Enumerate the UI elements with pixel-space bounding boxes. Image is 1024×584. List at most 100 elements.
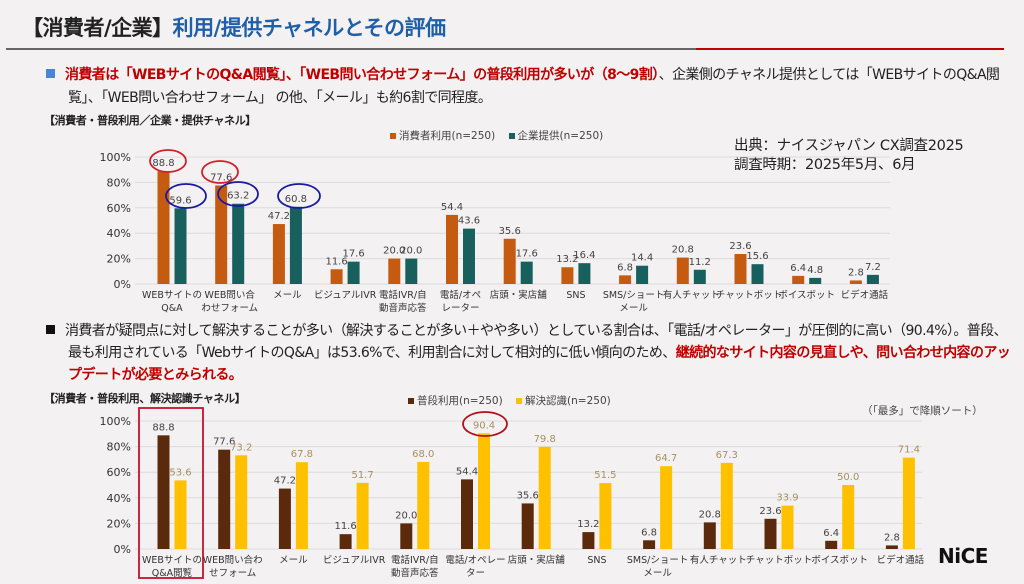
bar-series-2 bbox=[693, 269, 706, 284]
bar-series-2 bbox=[478, 433, 490, 549]
bar-series-1 bbox=[619, 275, 632, 284]
highlight-circle bbox=[277, 183, 321, 209]
data-label: 67.8 bbox=[291, 449, 313, 460]
data-label: 20.0 bbox=[395, 510, 417, 521]
data-label: 54.4 bbox=[441, 202, 463, 213]
data-label: 20.0 bbox=[383, 246, 405, 257]
source-line: 出典：ナイスジャパン CX調査2025 bbox=[734, 138, 964, 154]
y-tick-label: 0% bbox=[114, 543, 131, 556]
x-tick-label: ビジュアルIVR bbox=[323, 555, 386, 566]
chart-2-subtitle: 【消費者・普段利用、解決認識チャネル】 bbox=[44, 392, 246, 405]
y-tick-label: 80% bbox=[107, 176, 131, 189]
x-tick-label: メール bbox=[643, 568, 672, 579]
data-label: 6.8 bbox=[617, 262, 633, 273]
data-label: 23.6 bbox=[759, 506, 781, 517]
bar-series-1 bbox=[278, 488, 291, 549]
legend-swatch-gold bbox=[516, 398, 523, 404]
highlight-circle bbox=[201, 160, 239, 184]
data-label: 20.0 bbox=[400, 246, 422, 257]
bar-series-1 bbox=[561, 267, 574, 284]
chart-2-legend: 普段利用(n=250) 解決認識(n=250) bbox=[408, 393, 611, 408]
legend-swatch-teal bbox=[508, 133, 515, 139]
data-label: 35.6 bbox=[499, 226, 521, 237]
x-tick-label: せフォーム bbox=[209, 568, 256, 579]
legend-swatch-orange bbox=[390, 133, 396, 139]
data-label: 59.6 bbox=[169, 195, 191, 206]
bar-series-1 bbox=[825, 540, 838, 549]
data-label: 23.6 bbox=[729, 241, 751, 252]
page-title: 【消費者/企業】利用/提供チャネルとその評価 bbox=[22, 12, 446, 42]
bar-series-1 bbox=[272, 224, 285, 284]
bar-series-2 bbox=[232, 203, 245, 284]
x-tick-label: WEBサイトの bbox=[142, 555, 202, 566]
bar-series-1 bbox=[643, 540, 656, 549]
data-label: 73.2 bbox=[230, 442, 252, 453]
bar-series-1 bbox=[400, 523, 413, 549]
data-label: 6.8 bbox=[641, 527, 657, 538]
data-label: 53.6 bbox=[169, 467, 191, 478]
data-label: 63.2 bbox=[227, 191, 249, 202]
data-label: 54.4 bbox=[456, 466, 478, 477]
bar-series-2 bbox=[599, 483, 612, 549]
bar-series-2 bbox=[538, 446, 551, 549]
data-label: 88.8 bbox=[152, 422, 174, 433]
x-tick-label: WEB問い合 bbox=[204, 289, 255, 301]
bar-series-2 bbox=[809, 277, 822, 284]
data-label: 4.8 bbox=[807, 265, 823, 276]
x-tick-label: メール bbox=[273, 290, 302, 301]
highlight-circle bbox=[165, 183, 207, 209]
x-tick-label: メール bbox=[619, 303, 648, 314]
data-label: 51.5 bbox=[594, 470, 616, 481]
data-label: 17.6 bbox=[342, 249, 364, 260]
data-label: 17.6 bbox=[516, 249, 538, 260]
legend-label: 消費者利用(n=250) bbox=[399, 130, 496, 142]
y-tick-label: 100% bbox=[100, 151, 131, 164]
chart-2: 0% 20% 40% 60% 80% 100% WEBサイトのQ&A閲覧 88.8 53.6 WE… bbox=[100, 407, 925, 579]
y-tick-label: 20% bbox=[107, 253, 131, 266]
x-tick-label: ボイスボット bbox=[811, 555, 868, 566]
data-label: 67.3 bbox=[716, 450, 738, 461]
bar-series-1 bbox=[215, 185, 228, 284]
data-label: 13.2 bbox=[577, 519, 599, 530]
x-tick-label: ボイスボット bbox=[778, 290, 835, 301]
data-label: 79.8 bbox=[534, 434, 556, 445]
data-label: 68.0 bbox=[412, 449, 434, 460]
x-tick-label: WEBサイトの bbox=[142, 290, 202, 301]
x-tick-label: 動音声応答 bbox=[379, 302, 427, 314]
bar-series-1 bbox=[849, 280, 862, 284]
bar-series-1 bbox=[218, 449, 231, 549]
bullet-2: 消費者が疑問点に対して解決することが多い（解決することが多い＋やや多い）としてい… bbox=[46, 320, 1018, 386]
x-tick-label: Q&A閲覧 bbox=[152, 567, 193, 579]
highlight-circle bbox=[149, 149, 187, 173]
bar-series-1 bbox=[792, 275, 805, 284]
data-label: 88.8 bbox=[152, 158, 174, 169]
bar-series-2 bbox=[405, 258, 418, 284]
x-tick-label: チャットボット bbox=[746, 555, 812, 566]
data-label: 6.4 bbox=[823, 528, 839, 539]
bar-series-1 bbox=[461, 479, 473, 549]
bar-series-2 bbox=[295, 462, 308, 549]
data-label: 90.4 bbox=[473, 420, 495, 431]
bar-series-1 bbox=[764, 518, 777, 549]
highlight-box bbox=[138, 407, 204, 579]
x-tick-label: Q&A bbox=[161, 303, 183, 314]
x-tick-label: 電話IVR/自 bbox=[379, 289, 427, 301]
x-tick-label: SNS bbox=[566, 290, 585, 301]
bar-series-2 bbox=[289, 206, 302, 284]
bar-series-1 bbox=[503, 238, 516, 284]
data-label: 51.7 bbox=[351, 470, 373, 481]
x-tick-label: メール bbox=[279, 555, 308, 566]
x-tick-label: SMS/ショート bbox=[627, 555, 688, 566]
bar-series-2 bbox=[866, 274, 879, 284]
x-tick-label: SNS bbox=[587, 555, 606, 566]
x-tick-label: 有人チャット bbox=[690, 554, 747, 566]
x-tick-label: レーター bbox=[441, 303, 479, 314]
bar-series-1 bbox=[330, 269, 343, 284]
title-underline-accent bbox=[696, 48, 1004, 50]
x-tick-label: 電話IVR/自 bbox=[391, 554, 439, 566]
x-tick-label: わせフォーム bbox=[201, 303, 258, 314]
bar-series-2 bbox=[174, 208, 187, 284]
bar-series-2 bbox=[235, 455, 248, 549]
y-tick-label: 20% bbox=[107, 517, 131, 530]
bar-series-1 bbox=[734, 254, 747, 284]
